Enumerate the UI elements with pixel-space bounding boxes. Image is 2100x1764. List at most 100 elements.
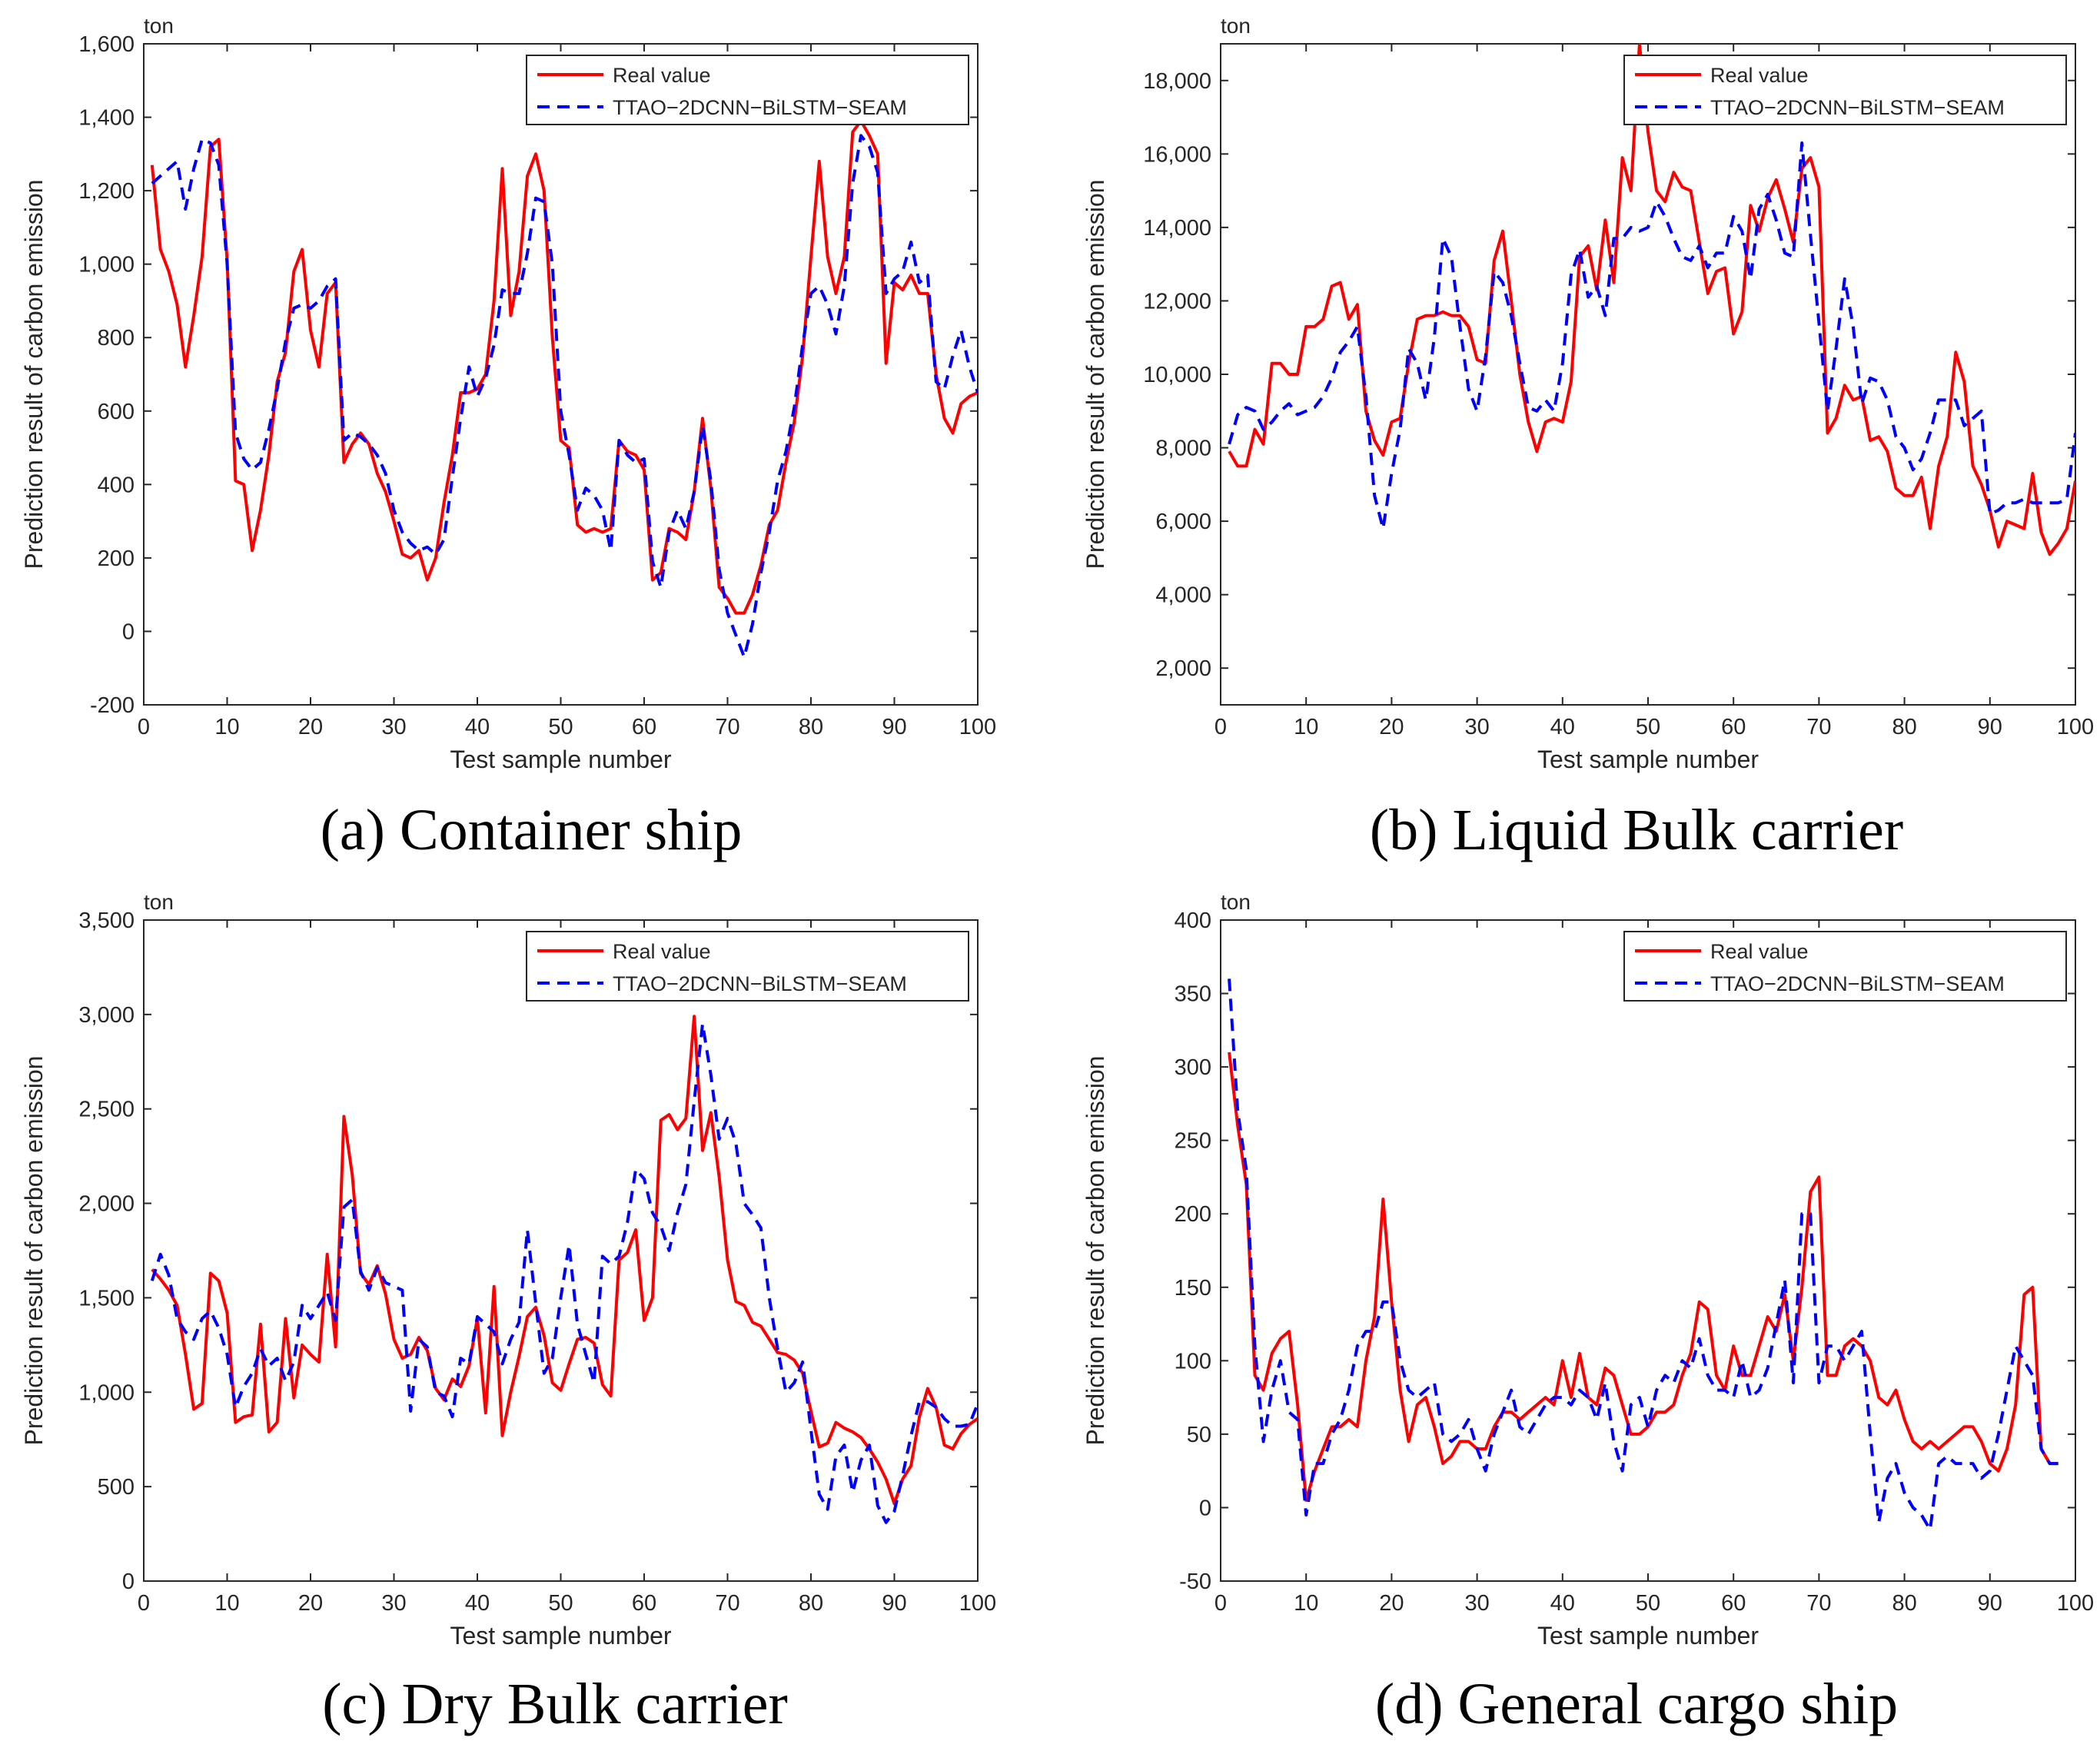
x-tick-label: 50 xyxy=(1636,1591,1660,1616)
legend-entry: TTAO−2DCNN−BiLSTM−SEAM xyxy=(613,972,907,995)
plot-frame xyxy=(1220,43,2076,706)
x-axis-label: Test sample number xyxy=(450,746,671,773)
y-tick-label: 1,000 xyxy=(78,1380,135,1405)
y-tick-label: 1,000 xyxy=(78,253,135,277)
y-tick-label: 400 xyxy=(98,473,135,497)
y-tick-label: 250 xyxy=(1175,1129,1211,1154)
panel-caption: (d) General cargo ship xyxy=(1375,1672,1898,1736)
x-tick-label: 60 xyxy=(632,715,656,739)
y-axis-label: Prediction result of carbon emission xyxy=(1082,180,1109,570)
series-line-prediction xyxy=(1228,141,2075,530)
x-tick-label: 30 xyxy=(1464,1591,1489,1616)
y-tick-label: 14,000 xyxy=(1143,216,1211,241)
legend-entry: Real value xyxy=(613,940,711,963)
y-unit-label: ton xyxy=(144,14,174,38)
y-tick-label: 8,000 xyxy=(1155,437,1211,461)
y-axis-label: Prediction result of carbon emission xyxy=(1082,1056,1109,1446)
x-tick-label: 70 xyxy=(715,1591,739,1616)
x-tick-label: 40 xyxy=(1550,1591,1575,1616)
panel-caption: (c) Dry Bulk carrier xyxy=(322,1672,788,1736)
x-tick-label: 60 xyxy=(1721,1591,1746,1616)
y-tick-label: 18,000 xyxy=(1143,69,1211,94)
chart-dry-bulk: 0 10 20 30 40 50 60 70 80 90 100 0 500 1,000 1,500 2,00… xyxy=(20,890,996,1736)
x-tick-label: 0 xyxy=(1214,715,1227,739)
chart-liquid-bulk: 0 10 20 30 40 50 60 70 80 90 100 2,000 4,000 6,000 8,0… xyxy=(1082,14,2094,862)
y-tick-label: -50 xyxy=(1179,1570,1211,1594)
legend-box xyxy=(526,55,969,125)
x-tick-label: 100 xyxy=(959,1591,996,1616)
x-tick-label: 50 xyxy=(548,715,573,739)
legend-entry: Real value xyxy=(1710,64,1809,87)
plot-area xyxy=(1228,44,2075,556)
x-tick-label: 70 xyxy=(1806,715,1831,739)
legend-entry: Real value xyxy=(1710,940,1809,963)
series-line-prediction xyxy=(1228,978,2058,1532)
x-tick-label: 60 xyxy=(1721,715,1746,739)
y-tick-label: 150 xyxy=(1175,1276,1211,1301)
x-tick-label: 20 xyxy=(1379,1591,1404,1616)
y-tick-label: 10,000 xyxy=(1143,363,1211,387)
legend: Real value TTAO−2DCNN−BiLSTM−SEAM xyxy=(526,931,969,1002)
series-line-prediction xyxy=(151,134,978,659)
y-tick-label: 0 xyxy=(122,620,135,644)
plot-frame xyxy=(143,43,979,706)
y-tick-label: 16,000 xyxy=(1143,142,1211,167)
x-tick-label: 20 xyxy=(1379,715,1404,739)
y-tick-label: 2,000 xyxy=(1155,656,1211,681)
x-tick-label: 10 xyxy=(1294,1591,1318,1616)
x-tick-label: 80 xyxy=(799,715,823,739)
legend: Real value TTAO−2DCNN−BiLSTM−SEAM xyxy=(1623,55,2067,125)
x-tick-label: 80 xyxy=(1892,1591,1916,1616)
y-tick-label: 1,400 xyxy=(78,106,135,131)
y-axis-label: Prediction result of carbon emission xyxy=(20,1056,48,1446)
x-tick-label: 20 xyxy=(298,715,323,739)
x-tick-label: 70 xyxy=(1806,1591,1831,1616)
x-tick-label: 80 xyxy=(1892,715,1916,739)
legend-entry: TTAO−2DCNN−BiLSTM−SEAM xyxy=(613,96,907,119)
x-tick-label: 100 xyxy=(2057,715,2094,739)
plot-area xyxy=(150,119,978,659)
plot-frame xyxy=(1220,919,2076,1582)
panel-caption: (a) Container ship xyxy=(321,798,743,862)
x-tick-label: 60 xyxy=(632,1591,656,1616)
y-tick-label: 100 xyxy=(1175,1349,1211,1374)
y-tick-label: 1,500 xyxy=(78,1286,135,1311)
x-axis-label: Test sample number xyxy=(1537,1622,1759,1649)
y-tick-label: 2,000 xyxy=(78,1192,135,1217)
x-tick-label: 30 xyxy=(1464,715,1489,739)
series-line-real-value xyxy=(150,119,978,615)
legend-box xyxy=(526,931,969,1002)
y-tick-label: 3,500 xyxy=(78,909,135,933)
x-tick-label: 10 xyxy=(1294,715,1318,739)
legend-box xyxy=(1623,55,2067,125)
legend-box xyxy=(1623,931,2067,1002)
y-tick-label: 350 xyxy=(1175,982,1211,1007)
x-tick-label: 40 xyxy=(1550,715,1575,739)
x-tick-label: 90 xyxy=(1978,1591,2002,1616)
x-tick-label: 10 xyxy=(214,715,239,739)
y-tick-label: 50 xyxy=(1187,1423,1211,1447)
y-tick-label: 1,600 xyxy=(78,32,135,57)
y-tick-label: 200 xyxy=(1175,1202,1211,1227)
y-tick-label: 200 xyxy=(98,546,135,571)
y-tick-label: 2,500 xyxy=(78,1098,135,1122)
legend: Real value TTAO−2DCNN−BiLSTM−SEAM xyxy=(526,55,969,125)
x-tick-label: 40 xyxy=(465,715,490,739)
legend-entry: TTAO−2DCNN−BiLSTM−SEAM xyxy=(1710,96,2005,119)
x-tick-label: 0 xyxy=(138,715,150,739)
x-tick-label: 100 xyxy=(2057,1591,2094,1616)
y-axis-label: Prediction result of carbon emission xyxy=(20,180,48,570)
y-tick-label: 1,200 xyxy=(78,179,135,204)
x-tick-label: 10 xyxy=(214,1591,239,1616)
x-tick-label: 0 xyxy=(1214,1591,1227,1616)
y-tick-label: 0 xyxy=(1199,1496,1211,1520)
legend-entry: TTAO−2DCNN−BiLSTM−SEAM xyxy=(1710,972,2005,995)
x-tick-label: 30 xyxy=(381,715,406,739)
x-tick-label: 50 xyxy=(1636,715,1660,739)
x-tick-label: 20 xyxy=(298,1591,323,1616)
y-tick-label: 6,000 xyxy=(1155,510,1211,534)
plot-area xyxy=(150,1015,978,1524)
x-tick-label: 70 xyxy=(715,715,739,739)
panel-caption: (b) Liquid Bulk carrier xyxy=(1370,798,1903,862)
x-tick-label: 30 xyxy=(381,1591,406,1616)
